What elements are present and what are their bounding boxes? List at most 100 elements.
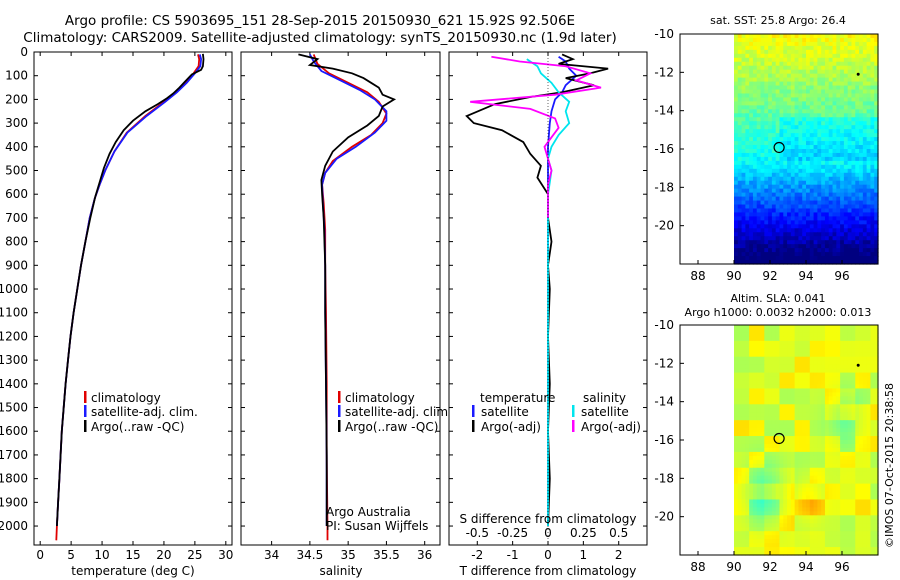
heatmap-cell — [760, 380, 765, 386]
heatmap-cell — [855, 176, 860, 182]
heatmap-cell — [775, 523, 781, 528]
heatmap-cell — [843, 53, 849, 59]
heatmap-cell — [843, 77, 849, 83]
legend-argo-swatch — [338, 420, 341, 432]
heatmap-cell — [866, 149, 872, 154]
heatmap-cell — [806, 256, 811, 261]
heatmap-cell — [802, 459, 807, 465]
heatmap-cell — [870, 192, 875, 198]
heatmap-cell — [851, 81, 856, 87]
heatmap-cell — [741, 69, 746, 75]
heatmap-cell — [764, 200, 769, 206]
heatmap-cell — [771, 113, 777, 118]
heatmap-cell — [828, 440, 834, 445]
heatmap-cell — [737, 61, 743, 67]
heatmap-cell — [745, 503, 750, 509]
heatmap-cell — [843, 384, 849, 390]
heatmap-cell — [840, 34, 845, 39]
heatmap-cell — [824, 455, 830, 461]
heatmap-cell — [828, 523, 834, 528]
figure-title-line2: Climatology: CARS2009. Satellite-adjuste… — [23, 30, 617, 46]
heatmap-cell — [874, 180, 879, 186]
heatmap-cell — [859, 440, 864, 445]
heatmap-cell — [756, 443, 762, 449]
heatmap-cell — [859, 463, 864, 469]
heatmap-cell — [752, 168, 758, 174]
heatmap-cell — [851, 156, 856, 162]
heatmap-cell — [859, 372, 864, 378]
heatmap-cell — [741, 447, 746, 453]
heatmap-cell — [790, 73, 796, 79]
heatmap-cell — [821, 204, 826, 210]
heatmap-cell — [741, 420, 746, 425]
heatmap-cell — [756, 360, 762, 366]
heatmap-cell — [847, 41, 853, 47]
heatmap-cell — [752, 129, 758, 134]
heatmap-cell — [866, 53, 872, 59]
heatmap-cell — [764, 196, 769, 202]
heatmap-cell — [859, 81, 864, 87]
heatmap-cell — [851, 188, 856, 194]
heatmap-cell — [821, 133, 826, 138]
heatmap-cell — [870, 57, 875, 63]
heatmap-cell — [745, 77, 750, 83]
heatmap-cell — [843, 440, 849, 445]
heatmap-cell — [840, 208, 845, 214]
heatmap-cell — [870, 133, 875, 138]
heatmap-cell — [745, 539, 750, 544]
heatmap-cell — [874, 531, 879, 536]
heatmap-cell — [828, 436, 834, 441]
heatmap-cell — [794, 220, 800, 225]
heatmap-cell — [794, 176, 800, 182]
heatmap-cell — [847, 523, 853, 528]
heatmap-cell — [745, 37, 750, 43]
heatmap-cell — [828, 388, 834, 394]
heatmap-cell — [749, 471, 754, 477]
heatmap-cell — [809, 216, 815, 221]
heatmap-cell — [760, 133, 765, 138]
heatmap-cell — [802, 412, 807, 417]
heatmap-cell — [779, 507, 784, 512]
heatmap-cell — [802, 340, 807, 346]
heatmap-cell — [764, 176, 769, 182]
heatmap-cell — [794, 535, 800, 540]
heatmap-cell — [843, 535, 849, 540]
heatmap-cell — [745, 372, 750, 378]
heatmap-cell — [749, 256, 754, 261]
heatmap-cell — [787, 164, 792, 170]
heatmap-cell — [752, 412, 758, 417]
heatmap-cell — [734, 515, 739, 520]
heatmap-cell — [806, 97, 811, 103]
heatmap-cell — [764, 348, 769, 354]
heatmap-cell — [843, 360, 849, 366]
heatmap-cell — [855, 364, 860, 370]
heatmap-cell — [851, 212, 856, 218]
heatmap-cell — [741, 451, 746, 457]
heatmap-cell — [771, 475, 777, 481]
heatmap-cell — [828, 200, 834, 206]
heatmap-cell — [734, 196, 739, 202]
heatmap-cell — [817, 416, 822, 421]
heatmap-cell — [824, 332, 830, 338]
heatmap-cell — [775, 81, 781, 87]
heatmap-cell — [840, 93, 845, 99]
heatmap-cell — [798, 232, 803, 237]
heatmap-cell — [874, 232, 879, 237]
heatmap-cell — [817, 77, 822, 83]
heatmap-cell — [813, 372, 818, 378]
heatmap-cell — [756, 228, 762, 233]
heatmap-cell — [775, 149, 781, 154]
heatmap-cell — [821, 113, 826, 118]
heatmap-cell — [836, 420, 841, 425]
heatmap-cell — [745, 499, 750, 505]
heatmap-cell — [847, 539, 853, 544]
heatmap-cell — [817, 527, 822, 532]
heatmap-cell — [749, 412, 754, 417]
heatmap-cell — [813, 125, 818, 130]
heatmap-cell — [741, 551, 746, 556]
heatmap-cell — [828, 547, 834, 552]
heatmap-cell — [787, 65, 792, 71]
heatmap-cell — [870, 479, 875, 485]
heatmap-cell — [809, 180, 815, 186]
heatmap-cell — [734, 336, 739, 342]
